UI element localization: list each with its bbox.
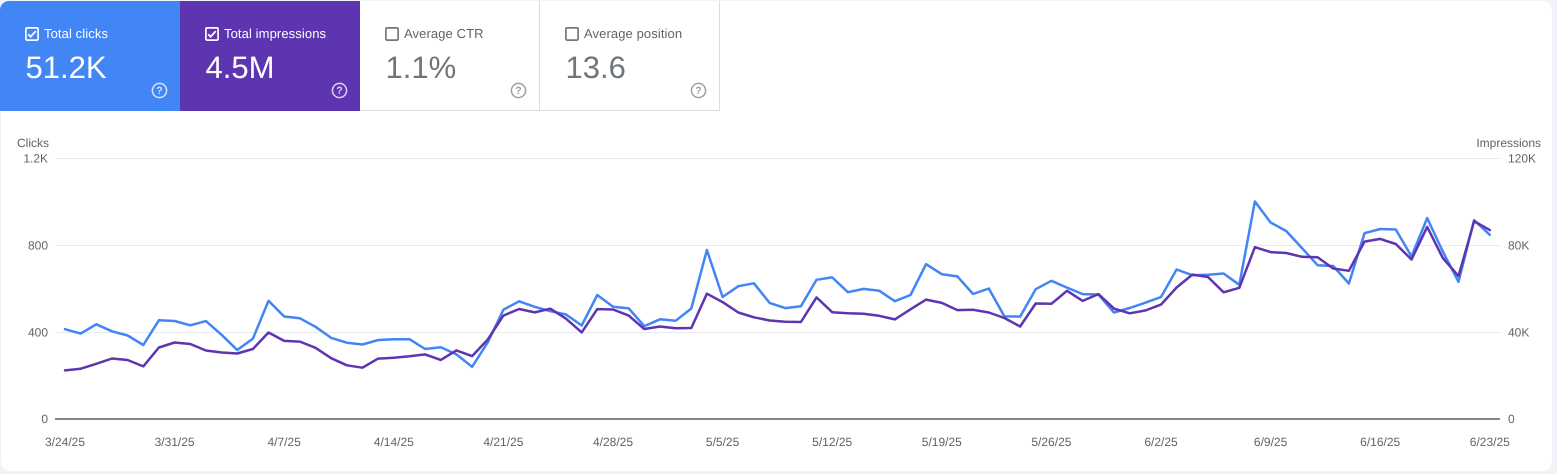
svg-text:5/26/25: 5/26/25 <box>1031 435 1071 449</box>
svg-text:1.2K: 1.2K <box>23 152 48 166</box>
svg-text:5/19/25: 5/19/25 <box>922 435 962 449</box>
svg-text:?: ? <box>695 85 701 97</box>
svg-text:Impressions: Impressions <box>1476 136 1541 150</box>
svg-text:?: ? <box>515 85 521 97</box>
svg-text:120K: 120K <box>1508 152 1536 166</box>
svg-text:?: ? <box>336 85 342 97</box>
svg-text:4/28/25: 4/28/25 <box>593 435 633 449</box>
svg-text:800: 800 <box>28 239 48 253</box>
svg-text:?: ? <box>156 85 162 97</box>
svg-text:40K: 40K <box>1508 326 1529 340</box>
svg-text:3/31/25: 3/31/25 <box>155 435 195 449</box>
svg-text:3/24/25: 3/24/25 <box>45 435 85 449</box>
svg-text:6/16/25: 6/16/25 <box>1360 435 1400 449</box>
svg-text:4/7/25: 4/7/25 <box>268 435 302 449</box>
svg-text:0: 0 <box>41 412 48 426</box>
svg-text:6/9/25: 6/9/25 <box>1254 435 1288 449</box>
svg-text:6/23/25: 6/23/25 <box>1470 435 1510 449</box>
svg-text:400: 400 <box>28 326 48 340</box>
svg-text:0: 0 <box>1508 412 1515 426</box>
svg-text:5/5/25: 5/5/25 <box>706 435 740 449</box>
svg-text:Clicks: Clicks <box>17 136 49 150</box>
svg-text:4/14/25: 4/14/25 <box>374 435 414 449</box>
svg-text:4/21/25: 4/21/25 <box>483 435 523 449</box>
svg-text:5/12/25: 5/12/25 <box>812 435 852 449</box>
svg-text:6/2/25: 6/2/25 <box>1144 435 1178 449</box>
svg-text:80K: 80K <box>1508 239 1529 253</box>
